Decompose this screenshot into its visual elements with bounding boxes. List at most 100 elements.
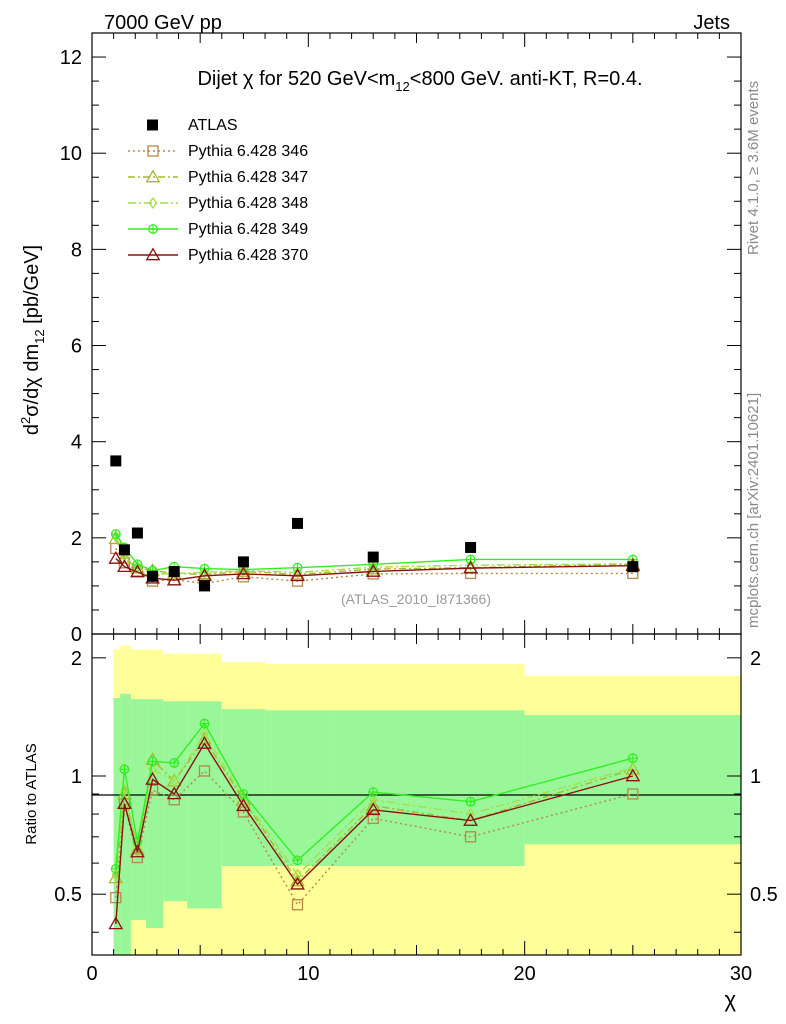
legend-label-349: Pythia 6.428 349: [188, 221, 308, 238]
main-point-5-1: [117, 559, 132, 573]
ratio-y-tick-label-left-1: 1: [71, 766, 82, 788]
ratio-point-4-2: [130, 844, 145, 858]
legend-label-346: Pythia 6.428 346: [188, 143, 308, 160]
green-band-4: [163, 701, 188, 902]
green-band-10: [524, 715, 741, 845]
atlas-point-10: [627, 561, 639, 573]
ratio-y-tick-label-left-0.5: 0.5: [54, 884, 82, 906]
ratio-point-2-0: [111, 868, 121, 881]
atlas-point-9: [465, 541, 477, 553]
ratio-y-tick-label-right-2: 2: [750, 648, 761, 670]
atlas-point-6: [237, 556, 249, 568]
ratio-point-4-7: [290, 876, 305, 890]
main-point-5-4: [166, 572, 182, 586]
ratio-point-2-7: [293, 868, 302, 881]
green-band-5: [187, 701, 222, 909]
ratio-y-tick-label-right-1: 1: [750, 766, 761, 788]
atlas-point-0: [110, 455, 122, 467]
ratio-line-2: [115, 732, 634, 876]
ratio-point-4-6: [236, 798, 251, 812]
ratio-point-0-0: [110, 891, 122, 904]
atlas-point-8: [367, 551, 379, 563]
atlas-point-3: [147, 570, 159, 582]
ratio-line-4: [115, 742, 634, 924]
main-y-tick-label-2: 2: [71, 528, 82, 550]
main-point-5-0: [108, 550, 124, 564]
legend-marker-atlas: [147, 119, 158, 131]
green-band-0: [113, 698, 121, 955]
ratio-point-4-4: [166, 786, 182, 800]
main-point-5-8: [365, 563, 381, 577]
atlas-point-5: [198, 580, 210, 592]
main-point-5-6: [236, 566, 251, 580]
main-line-5: [115, 558, 633, 581]
green-band-6: [221, 709, 266, 866]
legend-marker-1: [145, 169, 161, 183]
main-y-tick-label-4: 4: [71, 432, 82, 454]
ratio-point-0-5: [198, 765, 211, 777]
ratio-point-2-4: [169, 775, 179, 788]
ratio-y-tick-label-left-2: 2: [71, 648, 82, 670]
atlas-point-1: [118, 544, 130, 556]
ratio-point-2-9: [466, 807, 475, 821]
green-band-1: [120, 693, 131, 955]
main-y-tick-label-0: 0: [71, 624, 82, 646]
ratio-y-tick-label-right-0.5: 0.5: [750, 884, 778, 906]
ratio-point-4-5: [197, 735, 212, 749]
legend-marker-4: [145, 247, 161, 261]
header-right: Jets: [693, 12, 730, 34]
main-y-tick-label-8: 8: [71, 239, 82, 261]
ratio-point-0-10: [627, 788, 639, 800]
header-left: 7000 GeV pp: [104, 12, 222, 34]
ratio-line-1: [115, 738, 634, 883]
ratio-uncertainty-bands: [113, 645, 741, 955]
ratio-point-0-7: [291, 899, 304, 911]
green-band-2: [130, 699, 147, 920]
ratio-series-4: [108, 735, 641, 930]
legend-label-348: Pythia 6.428 348: [188, 195, 308, 212]
x-axis-label: χ: [724, 987, 736, 1012]
ratio-point-2-10: [628, 761, 638, 774]
green-band-3: [146, 699, 164, 929]
legend-label-370: Pythia 6.428 370: [188, 247, 308, 264]
analysis-watermark: (ATLAS_2010_I871366): [341, 591, 491, 607]
x-tick-label-20: 20: [514, 963, 536, 985]
ratio-series-layer: [108, 718, 641, 930]
main-point-5-7: [290, 568, 305, 582]
ratio-point-0-9: [464, 831, 477, 843]
x-tick-label-10: 10: [297, 963, 319, 985]
main-series-atlas: [110, 455, 639, 592]
legend: ATLAS Pythia 6.428 346 Pythia 6.428 347 …: [128, 117, 308, 264]
main-y-tick-label-6: 6: [71, 336, 82, 358]
rivet-version-label: Rivet 4.1.0, ≥ 3.6M events: [745, 80, 762, 255]
ratio-point-4-1: [117, 796, 132, 810]
mcplots-label: mcplots.cern.ch [arXiv:2401.10621]: [745, 392, 762, 628]
ratio-point-4-8: [365, 802, 381, 816]
ratio-point-4-9: [463, 813, 478, 826]
ratio-point-4-10: [625, 768, 641, 782]
x-tick-label-0: 0: [86, 963, 97, 985]
legend-marker-2: [148, 196, 158, 210]
ratio-series-3: [110, 718, 638, 874]
green-band-9: [416, 710, 525, 866]
atlas-point-2: [131, 527, 143, 539]
main-y-tick-label-10: 10: [60, 143, 82, 165]
main-series-layer: [108, 455, 641, 592]
atlas-point-4: [168, 565, 180, 577]
ratio-point-2-5: [200, 727, 209, 741]
x-tick-label-30: 30: [730, 963, 752, 985]
legend-marker-0: [147, 145, 159, 157]
ratio-point-1-2: [130, 841, 145, 855]
main-point-3-0: [111, 530, 121, 543]
ratio-point-4-3: [145, 771, 160, 785]
legend-label-347: Pythia 6.428 347: [188, 169, 308, 186]
main-point-3-5: [200, 566, 209, 579]
ratio-point-4-0: [108, 916, 124, 930]
main-y-axis-label: d2σ/dχ dm12 [pb/GeV]: [18, 245, 47, 435]
main-y-tick-label-12: 12: [60, 47, 82, 69]
main-point-5-2: [130, 564, 145, 578]
atlas-point-7: [292, 517, 304, 529]
legend-label-atlas: ATLAS: [188, 117, 238, 134]
